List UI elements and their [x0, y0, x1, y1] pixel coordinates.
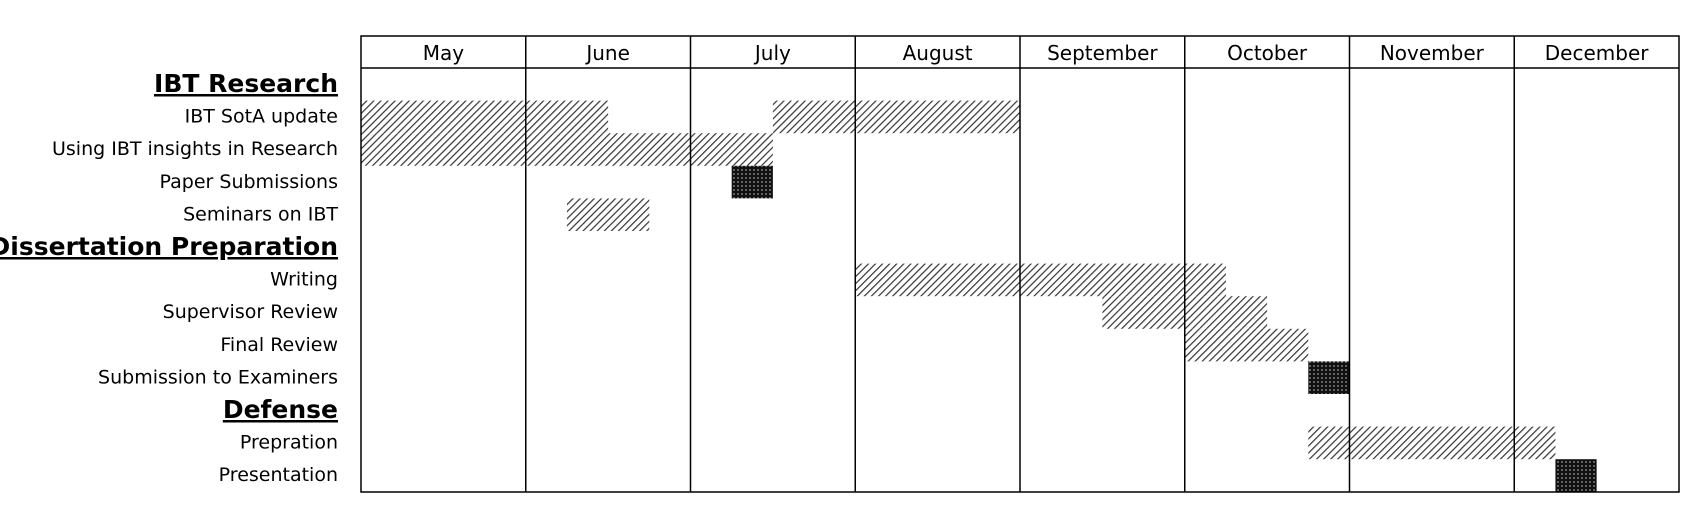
task-label: Prepration	[240, 432, 338, 454]
task-label: Paper Submissions	[160, 171, 338, 193]
task-label: Writing	[270, 269, 338, 291]
task-bar	[772, 100, 1020, 134]
month-label-december: December	[1545, 41, 1649, 65]
milestone-bar	[731, 165, 773, 199]
task-label: Presentation	[219, 464, 338, 486]
grid-layer	[360, 35, 1680, 493]
task-label: IBT SotA update	[185, 106, 338, 128]
task-label: Final Review	[220, 334, 338, 356]
task-bar	[361, 133, 773, 166]
month-label-may: May	[423, 41, 465, 65]
month-label-october: October	[1227, 41, 1308, 65]
month-header: May June July August September October Novembe…	[423, 41, 1650, 65]
task-bar	[361, 100, 609, 134]
month-label-july: July	[753, 41, 791, 65]
row-labels: IBT Research IBT SotA update Using IBT ins…	[0, 69, 338, 486]
month-label-september: September	[1047, 41, 1158, 65]
task-bar	[566, 198, 650, 231]
month-label-november: November	[1380, 41, 1485, 65]
section-label: Defense	[223, 395, 338, 424]
section-label: IBT Research	[154, 69, 338, 98]
bars-layer	[361, 100, 1597, 492]
milestone-bar	[1308, 361, 1350, 394]
section-label: Dissertation Preparation	[0, 232, 338, 261]
task-label: Submission to Examiners	[98, 366, 338, 388]
month-label-june: June	[584, 41, 630, 65]
task-bar	[855, 263, 1226, 297]
task-label: Supervisor Review	[163, 301, 338, 323]
task-bar	[1308, 426, 1556, 460]
task-label: Using IBT insights in Research	[52, 138, 338, 160]
task-bar	[1184, 328, 1309, 362]
task-label: Seminars on IBT	[183, 203, 338, 225]
month-label-august: August	[903, 41, 973, 65]
milestone-bar	[1555, 459, 1597, 492]
